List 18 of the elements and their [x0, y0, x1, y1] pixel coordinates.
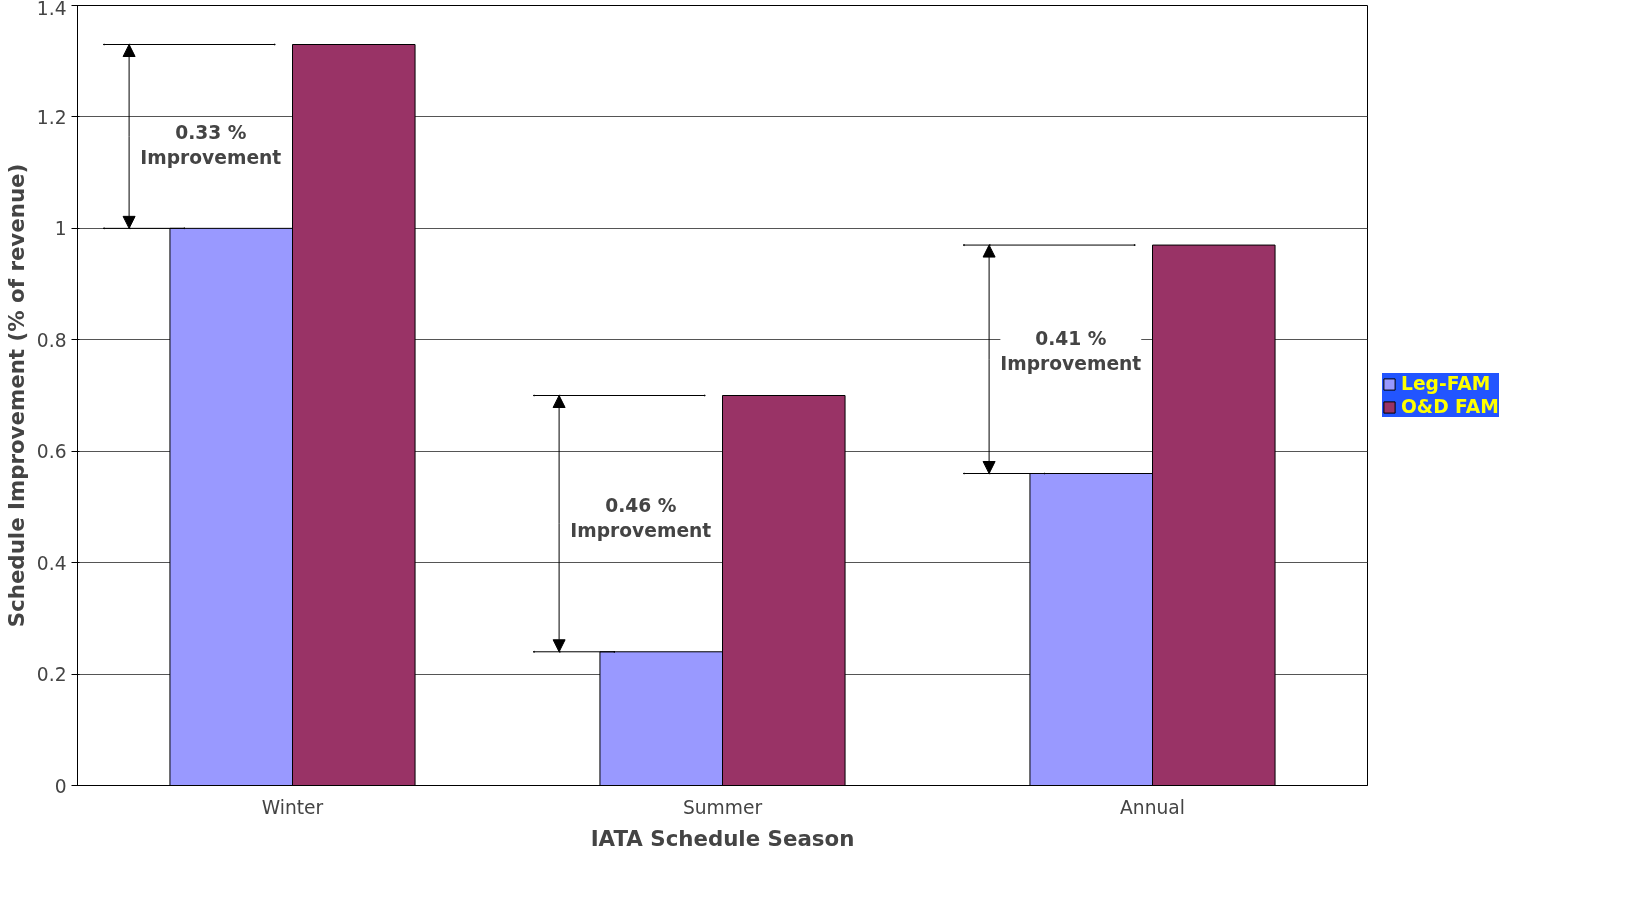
y-axis-title: Schedule Improvement (% of revenue) [3, 163, 29, 628]
annotation: 0.33 % Improvement [140, 121, 282, 168]
legend-label: O&D FAM [1401, 396, 1499, 417]
y-tick-label: 1.2 [36, 106, 67, 128]
y-tick-label: 0.8 [36, 329, 67, 351]
annotation: 0.41 % Improvement [1000, 327, 1142, 375]
y-tick-label: 0 [54, 775, 67, 797]
x-tick-label: Summer [682, 796, 763, 818]
y-tick-label: 1.4 [36, 0, 67, 19]
x-axis-title: IATA Schedule Season [590, 825, 855, 851]
annotation: 0.46 % Improvement [570, 494, 712, 542]
y-tick-label: 0.4 [36, 552, 67, 574]
y-tick-label: 1 [54, 218, 67, 240]
x-tick-label: Winter [261, 796, 324, 818]
y-tick-label: 0.6 [36, 441, 67, 463]
y-tick-label: 0.2 [36, 664, 67, 686]
legend-label: Leg-FAM [1401, 373, 1491, 394]
x-tick-label: Annual [1120, 796, 1185, 818]
